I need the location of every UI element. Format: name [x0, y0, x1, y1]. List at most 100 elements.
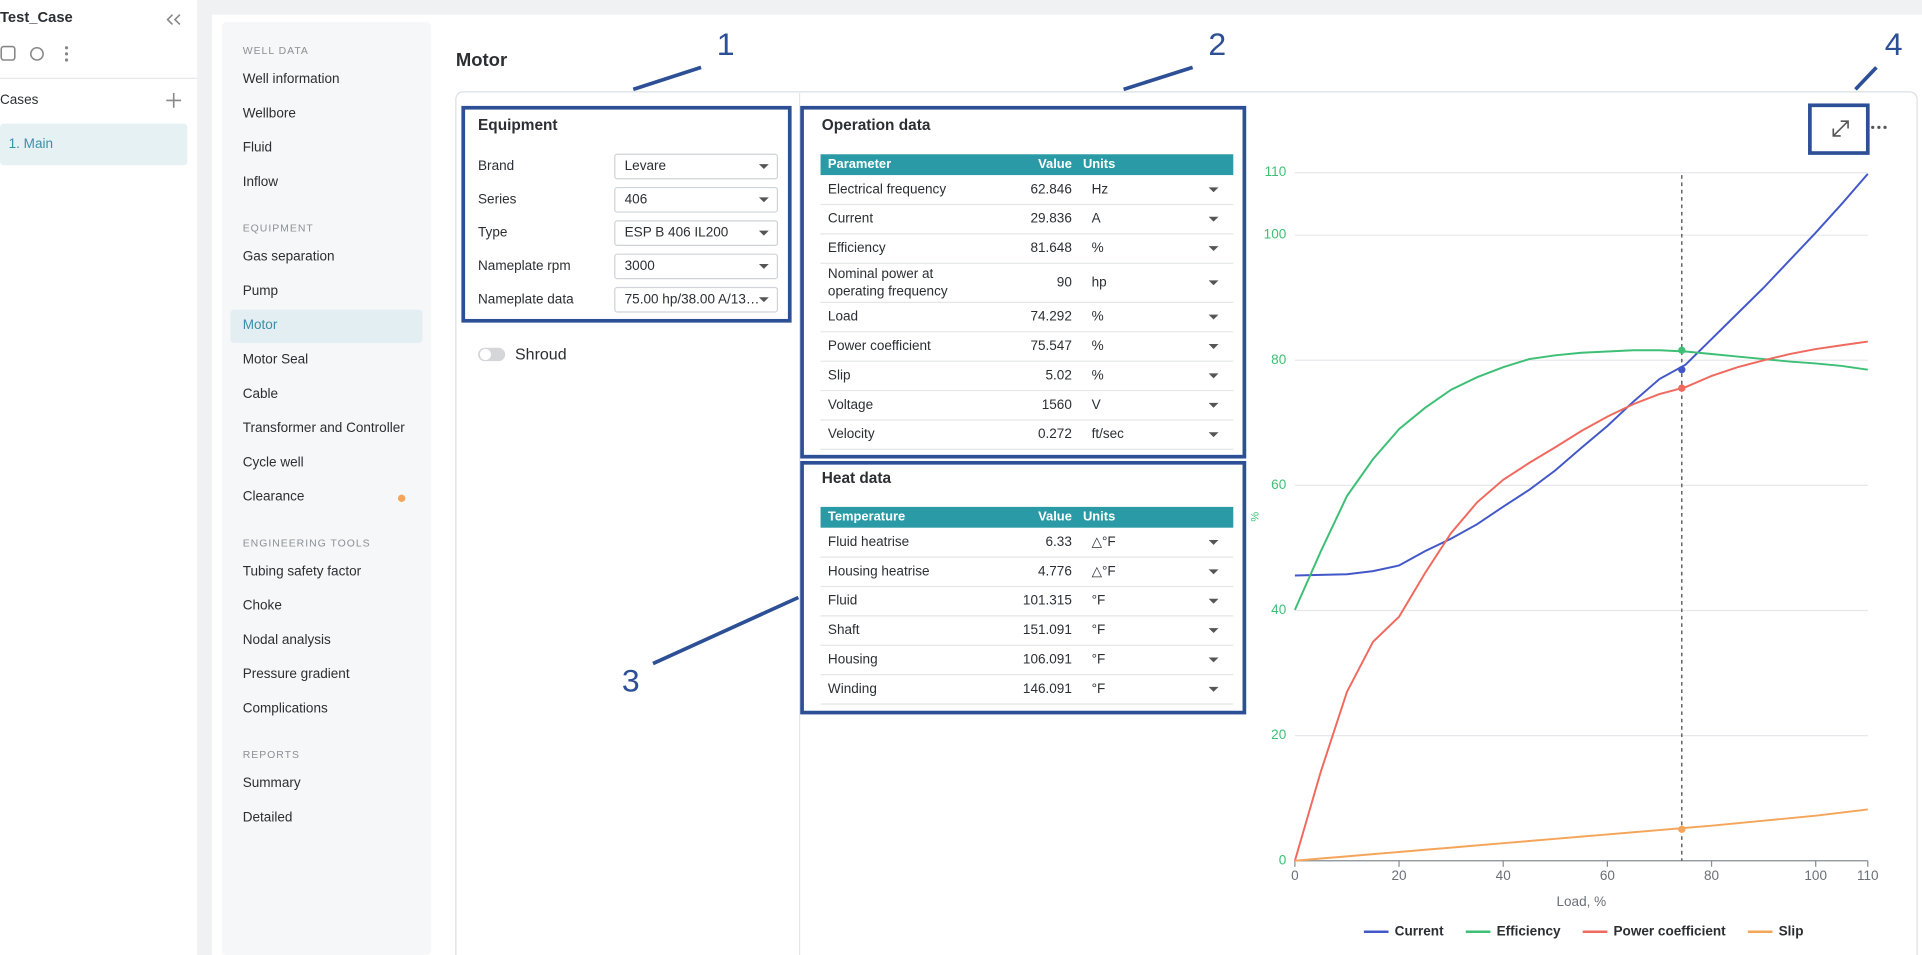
toggle-knob	[479, 348, 491, 360]
nav-item[interactable]: Complications	[243, 700, 328, 715]
dropdown-arrow	[758, 164, 769, 169]
dropdown-arrow[interactable]	[1208, 373, 1219, 379]
select-box[interactable]	[614, 253, 779, 280]
select-value: 75.00 hp/38.00 A/13…	[625, 291, 760, 306]
cell-value: 106.091	[1023, 652, 1072, 667]
nav-item[interactable]: Pressure gradient	[243, 666, 350, 681]
dropdown-arrow[interactable]	[1208, 246, 1219, 251]
annotation-box	[800, 460, 1247, 715]
save-icon[interactable]	[0, 45, 16, 61]
column-header: Units	[1083, 509, 1115, 524]
cell-label: Load	[828, 309, 858, 324]
cell-unit: °F	[1092, 681, 1106, 696]
dropdown-arrow	[758, 263, 769, 269]
cell-label: Nominal power at operating frequency	[828, 266, 948, 298]
add-case-button[interactable]	[166, 93, 182, 108]
field-label: Type	[478, 225, 507, 240]
select-box[interactable]	[614, 153, 779, 180]
cell-label: Fluid	[828, 593, 857, 608]
dropdown-arrow[interactable]	[1208, 539, 1219, 545]
cell-value: 29.836	[1030, 211, 1071, 226]
nav-heading: EQUIPMENT	[243, 224, 314, 235]
nav-item[interactable]: Choke	[243, 598, 282, 613]
chart-menu[interactable]	[1871, 125, 1887, 129]
field-label: Nameplate rpm	[478, 258, 571, 273]
dropdown-arrow[interactable]	[1208, 402, 1219, 408]
legend-label[interactable]: Power coefficient	[1614, 923, 1727, 938]
column-header: Parameter	[828, 156, 891, 171]
x-tick-label: 110	[1857, 868, 1879, 883]
nav-item[interactable]: Tubing safety factor	[243, 563, 362, 578]
nav-heading: REPORTS	[243, 750, 300, 761]
dropdown-arrow[interactable]	[1208, 344, 1219, 349]
nav-panel	[221, 22, 432, 955]
nav-item[interactable]: Gas separation	[243, 249, 335, 264]
nav-item[interactable]: Motor	[243, 317, 278, 332]
x-tick-label: 20	[1392, 868, 1407, 883]
cell-label: Velocity	[828, 426, 875, 441]
y-axis-label: %	[1249, 512, 1261, 522]
app-title: Test_Case	[0, 10, 73, 26]
case-item: 1. Main	[9, 136, 53, 151]
cases-label: Cases	[0, 92, 39, 107]
nav-item[interactable]: Detailed	[243, 809, 293, 824]
series-line	[1293, 349, 1868, 611]
legend-label[interactable]: Efficiency	[1497, 923, 1561, 938]
cell-label: Fluid heatrise	[828, 534, 909, 549]
nav-item[interactable]: Well information	[243, 71, 340, 86]
select-value: Levare	[625, 158, 666, 173]
legend-label[interactable]: Slip	[1779, 923, 1804, 938]
nav-item[interactable]: Nodal analysis	[243, 632, 331, 647]
table-header	[820, 154, 1234, 176]
annotation-box	[461, 105, 792, 323]
nav-item[interactable]: Motor Seal	[243, 352, 308, 367]
cell-value: 62.846	[1030, 181, 1071, 196]
dropdown-arrow[interactable]	[1208, 569, 1219, 575]
nav-item[interactable]: Pump	[243, 283, 278, 298]
cell-unit: Hz	[1092, 181, 1109, 196]
x-tick-label: 100	[1804, 868, 1827, 883]
settings-icon[interactable]	[30, 46, 44, 61]
annotation-line	[1854, 66, 1878, 91]
cell-label: Winding	[828, 681, 877, 696]
nav-item[interactable]: Clearance	[243, 489, 305, 504]
cell-unit: %	[1092, 309, 1104, 324]
field-label: Series	[478, 191, 517, 206]
y-tick-label: 80	[1271, 352, 1286, 367]
expand-button[interactable]	[1832, 120, 1849, 137]
dropdown-arrow[interactable]	[1208, 314, 1219, 320]
nav-item[interactable]: Cycle well	[243, 454, 304, 469]
dropdown-arrow[interactable]	[1208, 628, 1219, 633]
section-title: Operation data	[822, 117, 931, 134]
dropdown-arrow[interactable]	[1208, 187, 1219, 193]
nav-item[interactable]: Inflow	[243, 174, 279, 189]
more-icon[interactable]	[64, 46, 69, 62]
dropdown-arrow[interactable]	[1208, 686, 1219, 692]
collapse-button[interactable]	[166, 14, 181, 26]
annotation-box	[1808, 103, 1870, 155]
select-box[interactable]	[614, 220, 779, 246]
dropdown-arrow[interactable]	[1208, 432, 1219, 438]
dropdown-arrow[interactable]	[1208, 280, 1219, 286]
legend-label[interactable]: Current	[1395, 923, 1444, 938]
y-tick-label: 60	[1271, 477, 1286, 492]
cell-unit: A	[1092, 211, 1101, 226]
cell-label: Housing	[828, 652, 878, 667]
nav-item[interactable]: Cable	[243, 386, 278, 401]
select-box[interactable]	[614, 186, 779, 213]
nav-item[interactable]: Wellbore	[243, 105, 296, 120]
nav-item[interactable]: Summary	[243, 775, 301, 790]
cursor-marker	[1678, 366, 1686, 374]
cell-value: 74.292	[1030, 309, 1071, 324]
annotation-number: 1	[717, 26, 735, 62]
dropdown-arrow[interactable]	[1208, 657, 1219, 663]
dropdown-arrow[interactable]	[1208, 216, 1219, 222]
cursor-marker	[1678, 384, 1686, 392]
y-tick-label: 110	[1265, 164, 1287, 179]
nav-item[interactable]: Fluid	[243, 140, 272, 155]
select-box[interactable]	[614, 286, 779, 313]
dropdown-arrow[interactable]	[1208, 598, 1219, 604]
nav-item[interactable]: Transformer and Controller	[243, 420, 406, 435]
nav-active	[230, 309, 423, 343]
